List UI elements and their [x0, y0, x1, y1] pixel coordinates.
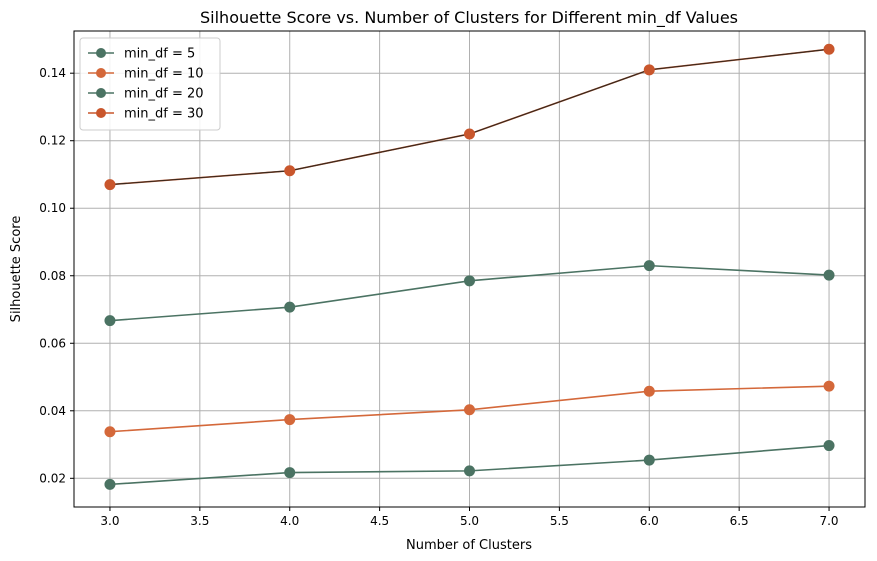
y-axis-label: Silhouette Score — [9, 216, 24, 323]
data-point — [643, 454, 655, 466]
data-point — [464, 404, 475, 416]
data-point — [823, 43, 835, 55]
x-tick-label: 4.0 — [280, 514, 299, 528]
x-tick-label: 6.0 — [640, 514, 659, 528]
legend: min_df = 5 min_df = 10 min_df = 20 min_df =… — [79, 37, 221, 131]
data-point — [464, 275, 475, 287]
legend-item: min_df = 10 — [88, 67, 204, 82]
legend-swatch-marker — [96, 88, 106, 98]
series-2 — [104, 440, 835, 490]
data-point — [823, 440, 835, 452]
data-point — [464, 465, 475, 477]
x-axis-label: Number of Clusters — [406, 538, 532, 553]
data-point — [104, 426, 116, 438]
legend-label: min_df = 20 — [124, 87, 204, 102]
x-tick-label: 3.0 — [100, 514, 119, 528]
y-axis: 0.02 0.04 0.06 0.08 0.10 0.12 0.14 — [39, 66, 74, 485]
legend-frame — [79, 37, 221, 131]
legend-item: min_df = 20 — [88, 87, 204, 102]
legend-item: min_df = 30 — [88, 107, 204, 122]
x-tick-label: 7.0 — [819, 514, 838, 528]
legend-item: min_df = 5 — [88, 47, 195, 62]
x-tick-label: 3.5 — [190, 514, 209, 528]
x-tick-label: 5.0 — [460, 514, 479, 528]
data-point — [643, 64, 655, 76]
series-3 — [104, 43, 835, 191]
legend-label: min_df = 10 — [124, 67, 204, 82]
chart-title: Silhouette Score vs. Number of Clusters … — [200, 8, 738, 28]
data-point — [104, 315, 116, 327]
y-tick-label: 0.12 — [39, 134, 66, 148]
y-tick-label: 0.14 — [39, 66, 66, 80]
y-tick-label: 0.10 — [39, 201, 66, 215]
y-tick-label: 0.06 — [39, 336, 66, 350]
data-point — [104, 478, 116, 490]
y-tick-label: 0.08 — [39, 269, 66, 283]
legend-swatch-marker — [96, 108, 106, 118]
series-layer — [104, 43, 835, 490]
data-point — [643, 260, 655, 272]
data-point — [284, 467, 296, 479]
data-point — [284, 165, 296, 177]
data-point — [284, 301, 296, 313]
x-tick-label: 4.5 — [370, 514, 389, 528]
data-point — [823, 380, 835, 392]
x-tick-label: 5.5 — [550, 514, 569, 528]
legend-label: min_df = 30 — [124, 107, 204, 122]
x-tick-label: 6.5 — [730, 514, 749, 528]
x-axis: 3.0 3.5 4.0 4.5 5.0 5.5 6.0 6.5 7.0 — [100, 507, 839, 528]
legend-label: min_df = 5 — [124, 47, 195, 62]
data-point — [643, 385, 655, 397]
y-tick-label: 0.04 — [39, 404, 66, 418]
series-1 — [104, 380, 835, 438]
legend-swatch-marker — [96, 48, 106, 58]
data-point — [823, 269, 835, 281]
series-0 — [104, 260, 835, 327]
data-point — [104, 179, 116, 191]
legend-swatch-marker — [96, 68, 106, 78]
data-point — [464, 128, 475, 140]
data-point — [284, 414, 296, 426]
y-tick-label: 0.02 — [39, 471, 66, 485]
